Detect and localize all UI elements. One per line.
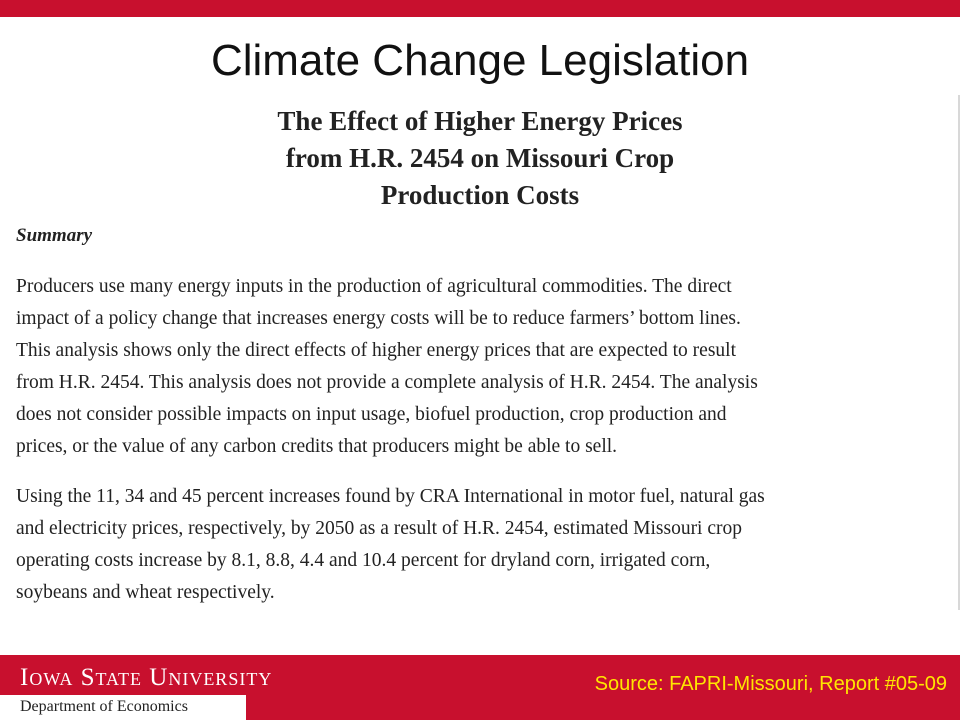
paragraph-line: Using the 11, 34 and 45 percent increase… <box>16 486 765 507</box>
document-title: The Effect of Higher Energy Prices from … <box>200 103 760 214</box>
paragraph-line: This analysis shows only the direct effe… <box>16 340 737 361</box>
summary-paragraph-2: Using the 11, 34 and 45 percent increase… <box>16 481 765 609</box>
paragraph-line: impact of a policy change that increases… <box>16 308 741 329</box>
summary-heading: Summary <box>16 225 93 246</box>
slide-title: Climate Change Legislation <box>210 36 750 85</box>
university-logo: Iowa State University <box>20 664 273 691</box>
paragraph-line: Producers use many energy inputs in the … <box>16 276 732 297</box>
paragraph-line: soybeans and wheat respectively. <box>16 582 275 603</box>
document-title-line: Production Costs <box>380 180 580 210</box>
department-label: Department of Economics <box>0 695 246 720</box>
paragraph-line: prices, or the value of any carbon credi… <box>16 436 618 457</box>
department-text: Department of Economics <box>20 698 188 715</box>
paragraph-line: and electricity prices, respectively, by… <box>16 518 743 539</box>
source-citation: Source: FAPRI-Missouri, Report #05-09 <box>594 673 947 695</box>
document-title-line: The Effect of Higher Energy Prices <box>277 106 683 136</box>
top-accent-bar <box>0 0 960 17</box>
summary-paragraph-1: Producers use many energy inputs in the … <box>16 271 758 463</box>
document-excerpt <box>0 95 960 610</box>
paragraph-line: does not consider possible impacts on in… <box>16 404 727 425</box>
paragraph-line: from H.R. 2454. This analysis does not p… <box>16 372 758 393</box>
document-title-line: from H.R. 2454 on Missouri Crop <box>285 143 675 173</box>
paragraph-line: operating costs increase by 8.1, 8.8, 4.… <box>16 550 711 571</box>
